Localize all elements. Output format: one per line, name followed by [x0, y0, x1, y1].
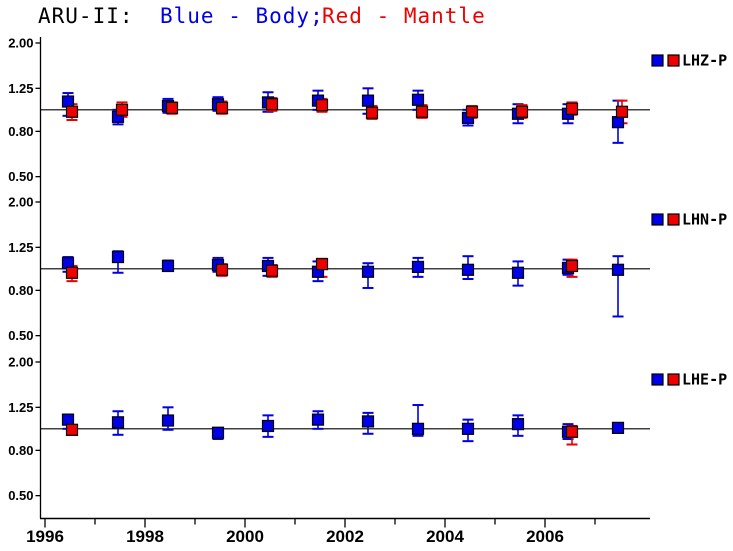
y-axis-label: 2.00 [8, 355, 33, 370]
y-axis-label: 1.25 [8, 81, 33, 96]
data-point-body [611, 421, 625, 434]
data-point-body [411, 422, 425, 435]
data-point-mantle [265, 264, 279, 277]
y-axis-label: 1.25 [8, 240, 33, 255]
data-point-body [211, 426, 225, 439]
legend-mantle-swatch [667, 54, 680, 67]
x-axis-label: 2006 [526, 527, 564, 546]
data-point-mantle [415, 105, 429, 118]
data-point-body [511, 266, 525, 279]
data-point-body [161, 259, 175, 273]
data-point-mantle [115, 103, 129, 116]
data-point-body [311, 413, 325, 426]
chart-title: ARU-II: Blue - Body; Red - Mantle [0, 4, 733, 32]
data-point-mantle [65, 423, 79, 436]
data-point-mantle [565, 259, 579, 273]
data-point-body [161, 414, 175, 427]
data-point-body [111, 416, 125, 429]
y-axis-label: 0.80 [8, 283, 33, 298]
data-point-body [361, 265, 375, 278]
x-axis-label: 2002 [326, 527, 364, 546]
data-point-body [611, 263, 625, 276]
data-point-mantle [65, 266, 79, 279]
x-axis-label: 1996 [26, 527, 64, 546]
x-axis-label: 1998 [126, 527, 164, 546]
data-point-body [511, 418, 525, 431]
x-axis-label: 2000 [226, 527, 264, 546]
chart-title-mantle-legend: Red - Mantle [322, 4, 486, 28]
y-axis-label: 0.50 [8, 328, 33, 343]
x-axis-label: 2004 [426, 527, 464, 546]
data-point-mantle [65, 105, 79, 118]
y-axis-label: 1.25 [8, 400, 33, 415]
legend-body-swatch [651, 373, 664, 386]
data-point-mantle [315, 99, 329, 112]
data-point-body [61, 95, 75, 108]
y-axis-label: 2.00 [8, 36, 33, 51]
y-axis-label: 0.80 [8, 124, 33, 139]
data-point-body [111, 250, 125, 264]
legend-body-swatch [651, 213, 664, 226]
chart-title-body-legend: Blue - Body; [160, 4, 324, 28]
data-point-mantle [315, 258, 329, 271]
y-axis-label: 0.50 [8, 169, 33, 184]
data-point-mantle [215, 101, 229, 115]
legend-panel-label: LHE-P [682, 371, 727, 389]
data-point-body [611, 116, 625, 129]
legend-panel-label: LHZ-P [682, 52, 727, 70]
data-point-mantle [565, 102, 579, 115]
data-point-mantle [515, 105, 529, 118]
y-axis-label: 2.00 [8, 195, 33, 210]
data-point-body [61, 413, 75, 426]
data-point-body [411, 260, 425, 274]
legend-panel-label: LHN-P [682, 211, 727, 229]
data-point-mantle [615, 105, 629, 118]
data-point-mantle [365, 106, 379, 119]
chart-title-station: ARU-II: [38, 4, 134, 28]
y-axis-label: 0.50 [8, 488, 33, 503]
y-axis-label: 0.80 [8, 443, 33, 458]
data-point-mantle [265, 98, 279, 111]
data-point-body [461, 263, 475, 276]
data-point-mantle [165, 101, 179, 115]
legend-mantle-swatch [667, 373, 680, 386]
data-point-body [361, 415, 375, 428]
legend-body-swatch [651, 54, 664, 67]
data-point-mantle [465, 105, 479, 118]
data-point-body [361, 94, 375, 107]
data-point-mantle [215, 263, 229, 276]
legend-mantle-swatch [667, 213, 680, 226]
data-point-mantle [565, 425, 579, 438]
data-point-body [411, 93, 425, 106]
data-point-body [261, 419, 275, 433]
data-point-body [461, 422, 475, 435]
